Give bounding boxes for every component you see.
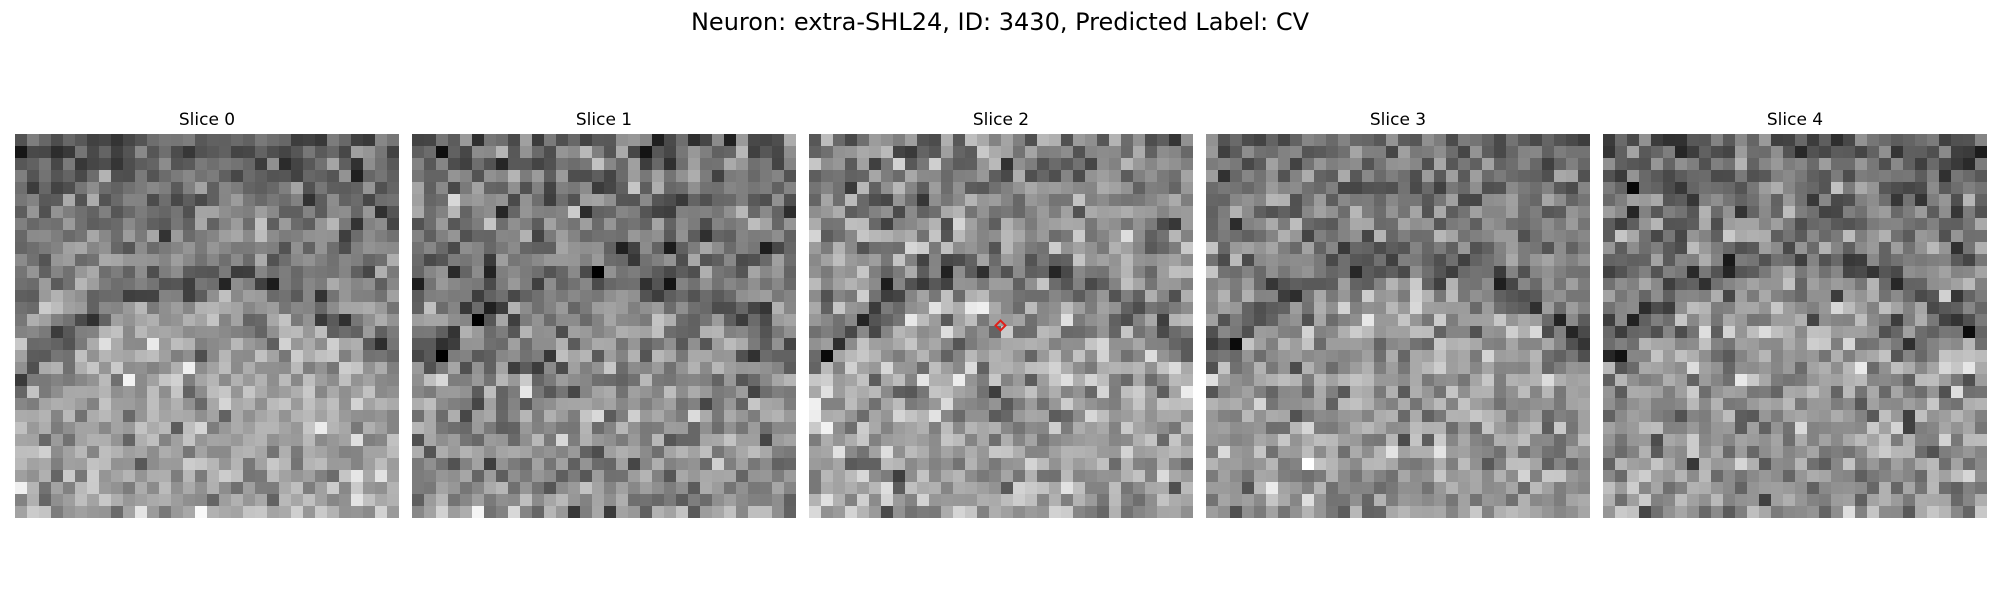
slice-panel-2: Slice 2 [809, 108, 1193, 518]
slice-image-0 [15, 134, 399, 518]
slice-image-1 [412, 134, 796, 518]
slice-title-4: Slice 4 [1766, 110, 1824, 130]
slice-panel-3: Slice 3 [1206, 108, 1590, 518]
slice-image-3 [1206, 134, 1590, 518]
slice-image-4 [1603, 134, 1987, 518]
slice-title-3: Slice 3 [1369, 110, 1427, 130]
slice-panel-0: Slice 0 [15, 108, 399, 518]
slice-title-0: Slice 0 [178, 110, 236, 130]
slice-panel-1: Slice 1 [412, 108, 796, 518]
slice-title-1: Slice 1 [575, 110, 633, 130]
slice-image-2 [809, 134, 1193, 518]
figure-title: Neuron: extra-SHL24, ID: 3430, Predicted… [690, 8, 1310, 36]
slice-panel-4: Slice 4 [1603, 108, 1987, 518]
slice-title-2: Slice 2 [972, 110, 1030, 130]
